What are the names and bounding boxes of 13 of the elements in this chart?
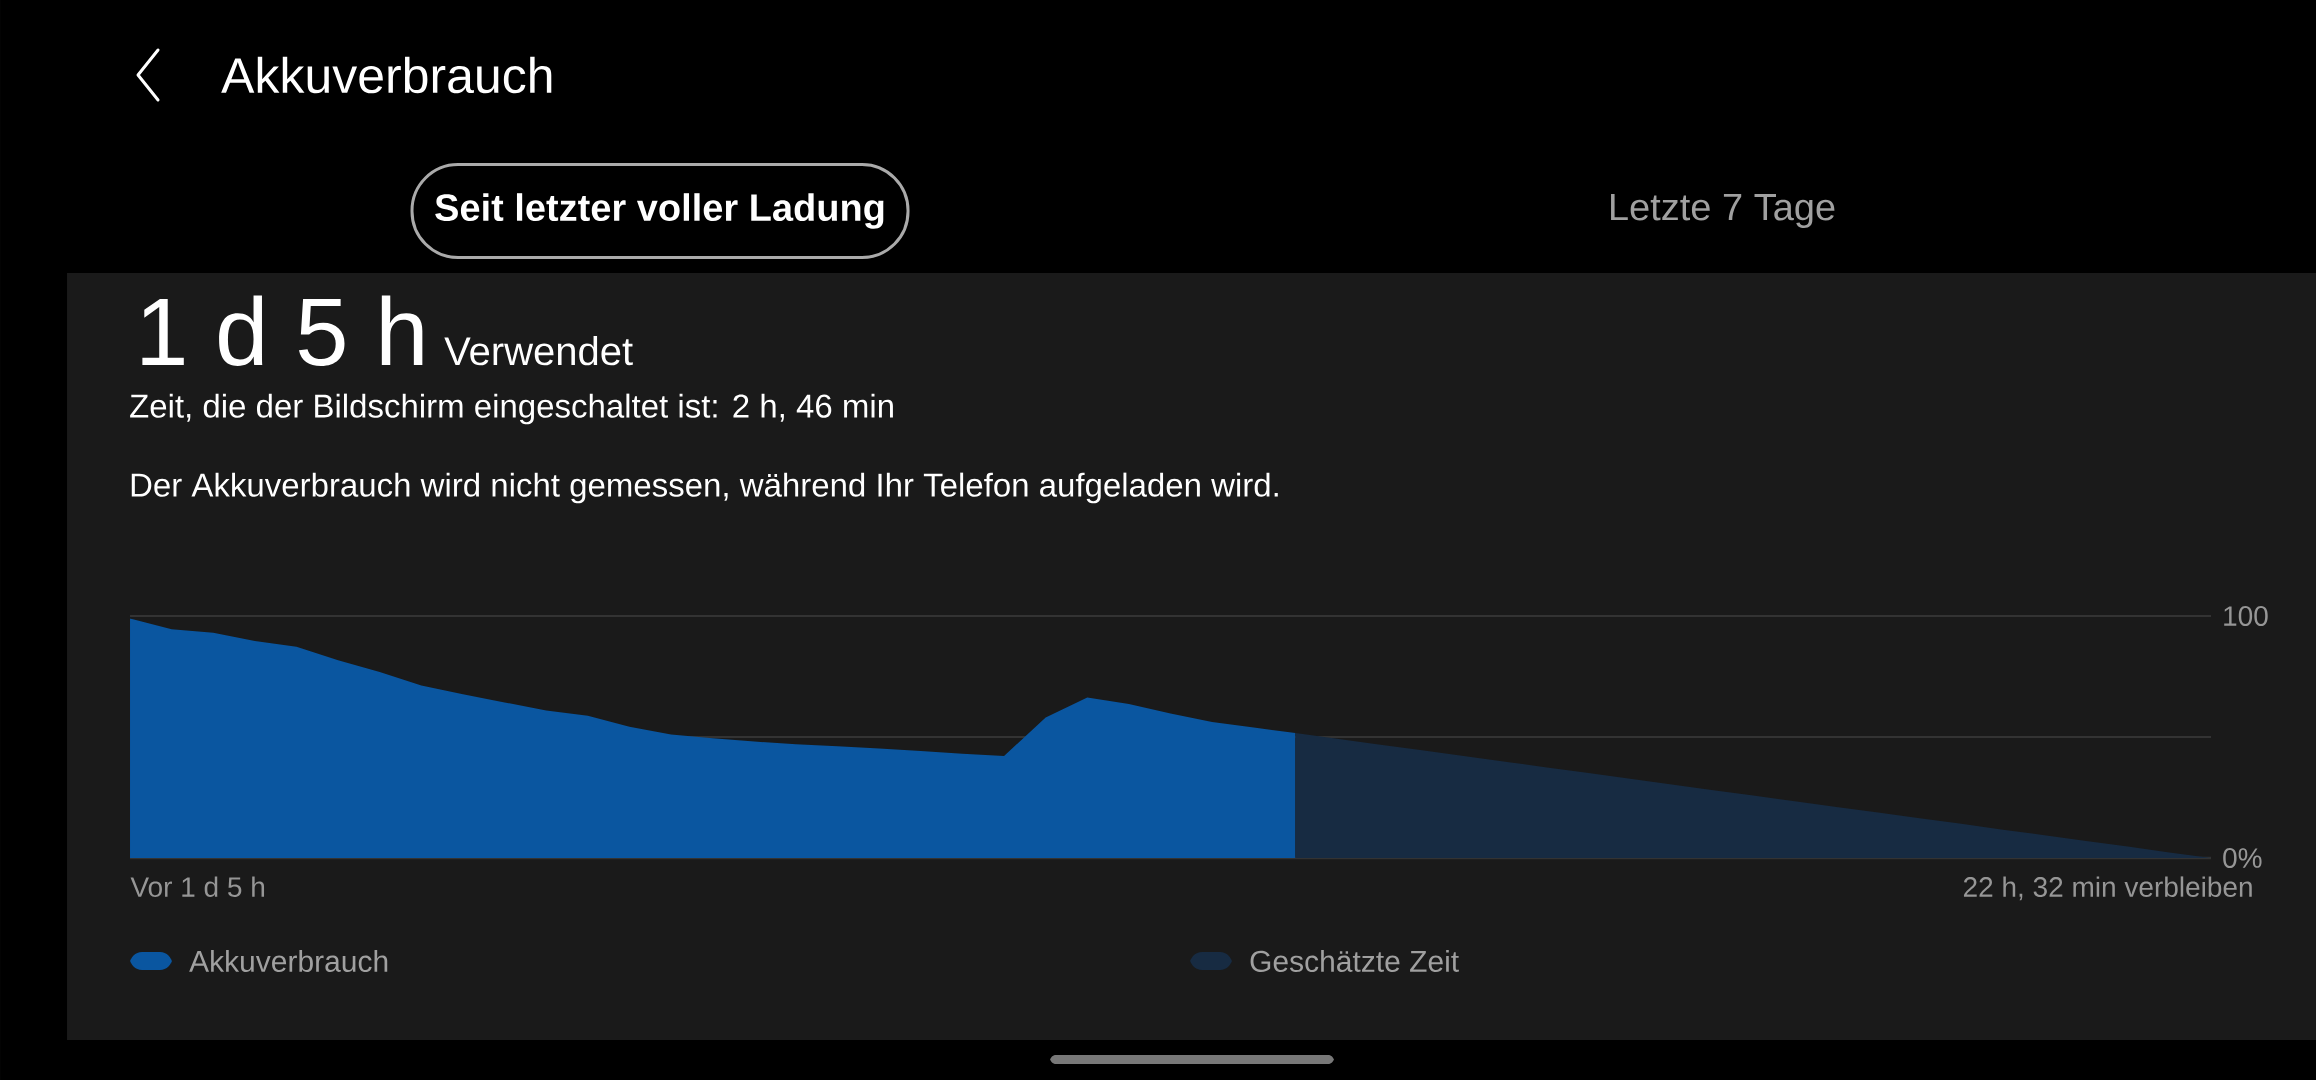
text: Vor 1 d 5 h	[130, 876, 265, 897]
legend-label: Akkuverbrauch	[189, 949, 388, 972]
chart-title: Akkuverbrauch	[221, 56, 552, 94]
text: Der Akkuverbrauch wird nicht gemessen, während Ihr Telefon aufgeladen wird.	[131, 472, 1278, 504]
text: 1 d 5 h	[142, 295, 423, 366]
text: Seit letzter voller Ladung	[435, 193, 884, 229]
legend-label: Geschätzte Zeit	[1250, 949, 1459, 972]
text: Verwendet	[444, 336, 633, 366]
text: Letzte 7 Tage	[1611, 194, 1835, 228]
y-tick-label: 0%	[2223, 848, 2262, 868]
text: Zeit, die der Bildschirm eingeschaltet ist: 2 h, 46 min	[130, 393, 893, 425]
text: 22 h, 32 min verbleiben	[1963, 876, 2252, 901]
y-tick-label: 100	[2224, 606, 2268, 626]
